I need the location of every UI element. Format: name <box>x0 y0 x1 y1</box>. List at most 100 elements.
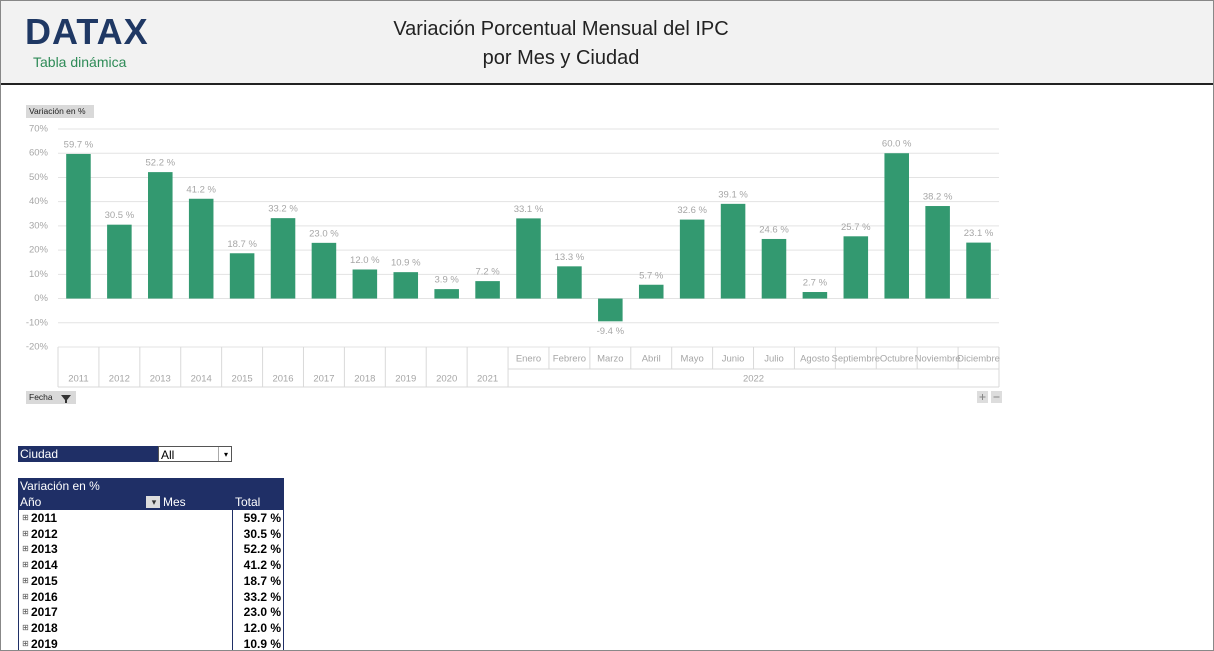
bar <box>761 238 787 299</box>
row-total: 18.7 % <box>243 573 281 588</box>
value-label: 2.7 % <box>803 278 828 289</box>
value-label: 32.6 % <box>677 205 707 216</box>
row-label: 2011 <box>31 511 58 525</box>
value-label: 59.7 % <box>64 139 94 150</box>
bar <box>884 153 909 299</box>
x-tick-label: Agosto <box>800 354 830 365</box>
bar <box>311 242 337 299</box>
bar <box>966 242 991 299</box>
x-tick-label: Octubre <box>880 354 914 365</box>
row-total: 41.2 % <box>243 558 281 573</box>
filter-button[interactable] <box>26 391 76 404</box>
row-label: 2012 <box>31 526 58 541</box>
bar <box>66 153 91 299</box>
row-label: 2018 <box>31 620 58 635</box>
y-tick-label: -10% <box>26 317 49 328</box>
row-total: 30.5 % <box>243 526 281 541</box>
y-tick-label: 10% <box>29 269 49 280</box>
x-tick-label: 2021 <box>477 374 498 385</box>
bar <box>352 269 378 299</box>
expand-icon: ⊞ <box>22 528 29 538</box>
bar <box>638 284 664 299</box>
x-tick-label: Febrero <box>553 354 586 365</box>
x-tick-label: Mayo <box>681 354 704 365</box>
filter-icon: ▾ <box>146 496 160 508</box>
y-tick-label: 40% <box>29 196 49 207</box>
row-label: 2013 <box>31 542 58 557</box>
x-tick-label: 2020 <box>436 374 457 385</box>
x-tick-label: Diciembre <box>957 354 1000 365</box>
value-label: 24.6 % <box>759 224 789 235</box>
x-tick-label: 2018 <box>354 374 375 385</box>
bar <box>475 281 500 299</box>
measure-button[interactable] <box>26 105 94 118</box>
row-total: 59.7 % <box>243 511 281 525</box>
value-label: 18.7 % <box>227 239 257 250</box>
y-tick-label: 70% <box>29 124 49 135</box>
x-tick-label: 2015 <box>232 374 253 385</box>
logo-subtitle: Tabla dinámica <box>33 54 127 70</box>
value-label: 23.0 % <box>309 228 339 239</box>
row-total: 52.2 % <box>243 542 281 557</box>
x-tick-label: 2013 <box>150 374 171 385</box>
button-icons <box>979 394 1000 400</box>
header: DATAX Tabla dinámica Variación Porcentua… <box>1 1 1213 85</box>
value-label: 3.9 % <box>435 275 460 286</box>
expand-icon: ⊞ <box>22 513 29 522</box>
bar <box>720 203 746 299</box>
x-tick-label: Enero <box>516 354 541 365</box>
x-tick-label: 2012 <box>109 374 130 385</box>
filter-label: Ciudad <box>18 446 158 462</box>
expand-icon: ⊞ <box>22 607 29 617</box>
row-total: 33.2 % <box>243 589 281 604</box>
expand-icon: ⊞ <box>22 575 29 585</box>
bar <box>843 236 869 299</box>
bar <box>925 206 950 299</box>
x-tick-label: 2017 <box>313 374 334 385</box>
y-tick-label: 60% <box>29 148 49 159</box>
dropdown-arrow: ▾ <box>218 447 231 461</box>
row-label: 2016 <box>31 589 58 604</box>
row-label: 2014 <box>31 558 58 573</box>
bar <box>598 298 623 322</box>
value-label: 39.1 % <box>718 189 748 200</box>
bar <box>802 292 828 299</box>
bar <box>229 253 255 299</box>
x-tick-label: 2019 <box>395 374 416 385</box>
x-tick-label: 2011 <box>68 374 88 385</box>
measure-header: Variación en % <box>18 478 284 494</box>
row-label: 2015 <box>31 573 58 588</box>
x-tick-label: 2016 <box>272 374 293 385</box>
x-tick-label: Noviembre <box>915 354 961 365</box>
table-border <box>18 478 284 650</box>
bar <box>107 224 132 299</box>
value-label: 30.5 % <box>105 210 135 221</box>
bar <box>148 172 173 299</box>
column-divider <box>232 478 233 650</box>
expand-icon: ⊞ <box>22 638 29 648</box>
chart: Variación en % Fecha -20% -10% 0% 10% 20% 30%… <box>26 105 1002 404</box>
x-tick-label: Marzo <box>597 354 623 365</box>
measure-button-label: Variación en % <box>29 106 86 116</box>
column-header: Mes <box>145 494 232 510</box>
expand-icon: ⊞ <box>22 544 29 554</box>
bar <box>557 266 582 299</box>
title-line: por Mes y Ciudad <box>482 47 640 69</box>
value-label: 12.0 % <box>350 255 380 266</box>
bar <box>393 272 419 299</box>
title-line: Variación Porcentual Mensual del IPC <box>393 18 729 40</box>
filter-value[interactable]: All <box>158 446 232 462</box>
row-total: 23.0 % <box>243 605 281 620</box>
bar <box>270 218 296 299</box>
expand-icon: ⊞ <box>22 622 29 632</box>
bar <box>434 289 459 299</box>
expand-icon: ⊞ <box>22 560 29 570</box>
value-label: 23.1 % <box>964 228 994 239</box>
column-header: Año <box>18 494 145 510</box>
y-tick-label: 50% <box>29 172 49 183</box>
row-total: 12.0 % <box>243 620 281 635</box>
value-label: 41.2 % <box>186 184 216 195</box>
y-tick-label: 0% <box>34 293 48 304</box>
value-label: 10.9 % <box>391 258 421 269</box>
